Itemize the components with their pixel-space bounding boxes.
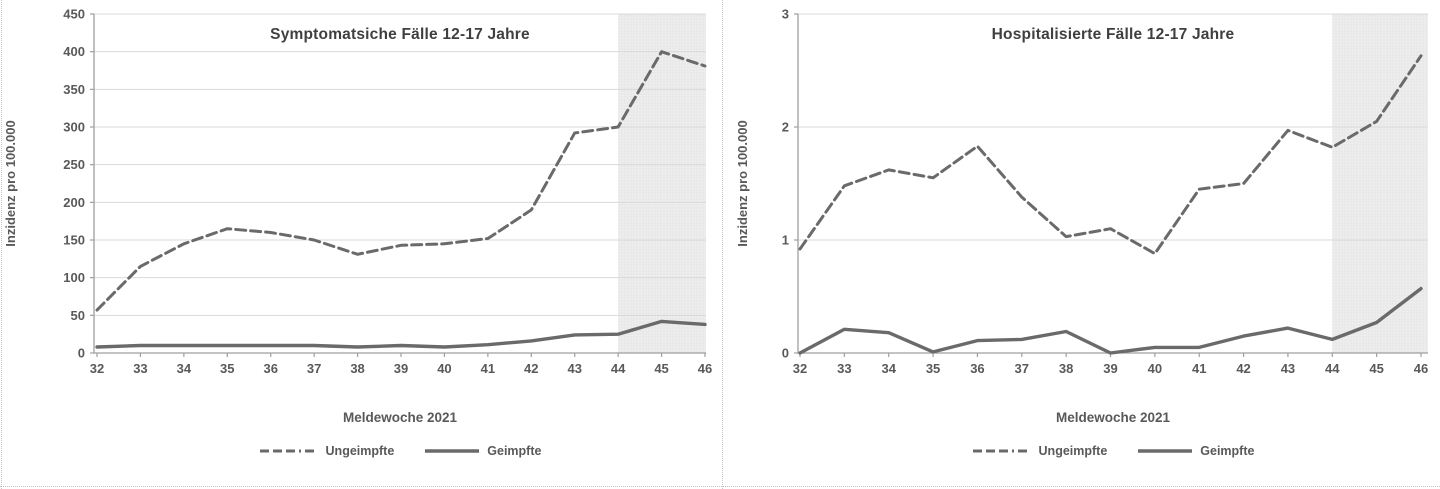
x-tick-label: 33: [837, 361, 851, 376]
dashed-line-swatch: [259, 449, 318, 453]
dashed-line-swatch: [972, 449, 1031, 453]
y-tick-label: 0: [78, 346, 85, 361]
x-tick-label: 43: [1281, 361, 1295, 376]
x-tick-label: 33: [133, 361, 147, 376]
y-tick-label: 450: [63, 7, 85, 22]
bottom-border: [0, 486, 1440, 487]
x-tick-label: 39: [1103, 361, 1117, 376]
y-tick-label: 2: [782, 120, 789, 135]
x-tick-label: 46: [698, 361, 712, 376]
y-tick-label: 0: [782, 346, 789, 361]
panel-symptomatic: 0 50 100 150 200 250 300 350 400 450 32 33 34 35 36 37 3…: [3, 7, 712, 459]
solid-line-swatch: [425, 449, 480, 453]
solid-line-swatch: [1138, 449, 1193, 453]
legend-label: Ungeimpfte: [1038, 444, 1108, 458]
legend-label: Ungeimpfte: [325, 444, 395, 458]
legend-item-ungeimpfte: Ungeimpfte: [259, 444, 395, 458]
y-tick-label: 50: [71, 308, 85, 323]
panel-divider: [722, 0, 723, 489]
series-geimpfte-line: [95, 319, 707, 349]
x-tick-label: 36: [970, 361, 984, 376]
y-tick-label: 350: [63, 82, 85, 97]
x-tick-label: 45: [654, 361, 668, 376]
symptomatic-cases-chart: 0 50 100 150 200 250 300 350 400 450 32 33 34 35 36 37 3…: [3, 7, 712, 377]
y-tick-label: 400: [63, 44, 85, 59]
legend-item-ungeimpfte: Ungeimpfte: [972, 444, 1108, 458]
x-tick-label: 38: [1059, 361, 1073, 376]
legend-item-geimpfte: Geimpfte: [424, 444, 541, 458]
x-axis-title: Meldewoche 2021: [342, 410, 458, 425]
x-tick-label: 39: [394, 361, 408, 376]
x-tick-label: 42: [1236, 361, 1250, 376]
x-tick-label: 46: [1414, 361, 1428, 376]
legend: Ungeimpfte Geimpfte: [94, 444, 706, 458]
x-tick-label: 41: [1192, 361, 1206, 376]
series-geimpfte-line: [798, 286, 1423, 355]
x-tick-label: 44: [1325, 361, 1340, 376]
chart-title: Hospitalisierte Fälle 12-17 Jahre: [991, 26, 1235, 43]
y-tick-label: 300: [63, 120, 85, 135]
x-tick-label: 32: [90, 361, 104, 376]
x-tick-label: 43: [567, 361, 581, 376]
shaded-region: [618, 14, 706, 353]
x-tick-label: 37: [307, 361, 321, 376]
x-tick-label: 40: [437, 361, 451, 376]
y-tick-label: 100: [63, 270, 85, 285]
x-tick-label: 34: [177, 361, 192, 376]
hospitalized-cases-chart: 0 1 2 3 32 33 34 35 36 37 38 39 40 41 42 43 44 45 46 Inzide…: [735, 7, 1428, 377]
y-axis-title: Inzidenz pro 100.000: [735, 120, 750, 246]
y-tick-label: 1: [782, 233, 789, 248]
y-tick-label: 200: [63, 195, 85, 210]
series-ungeimpfte-line: [798, 54, 1423, 256]
legend-label: Geimpfte: [487, 444, 542, 458]
x-tick-label: 34: [881, 361, 896, 376]
x-tick-label: 44: [611, 361, 626, 376]
x-tick-label: 35: [220, 361, 234, 376]
series-ungeimpfte-line: [95, 50, 707, 312]
y-tick-label: 3: [782, 7, 789, 22]
panel-hospitalized: 0 1 2 3 32 33 34 35 36 37 38 39 40 41 42 43 44 45 46 Inzide…: [720, 0, 1440, 489]
legend: Ungeimpfte Geimpfte: [798, 444, 1428, 458]
left-edge-border: [1, 0, 2, 489]
x-tick-label: 32: [793, 361, 807, 376]
x-axis-title: Meldewoche 2021: [1055, 410, 1171, 425]
x-tick-label: 40: [1148, 361, 1162, 376]
x-tick-label: 38: [350, 361, 364, 376]
chart-title: Symptomatsiche Fälle 12-17 Jahre: [270, 26, 530, 43]
y-axis-title: Inzidenz pro 100.000: [3, 120, 18, 246]
legend-item-geimpfte: Geimpfte: [1137, 444, 1254, 458]
x-tick-label: 36: [263, 361, 277, 376]
x-tick-label: 35: [926, 361, 940, 376]
y-tick-label: 150: [63, 233, 85, 248]
x-tick-label: 42: [524, 361, 538, 376]
legend-label: Geimpfte: [1200, 444, 1255, 458]
y-tick-label: 250: [63, 157, 85, 172]
x-tick-label: 41: [481, 361, 495, 376]
x-tick-label: 37: [1015, 361, 1029, 376]
x-tick-label: 45: [1369, 361, 1383, 376]
